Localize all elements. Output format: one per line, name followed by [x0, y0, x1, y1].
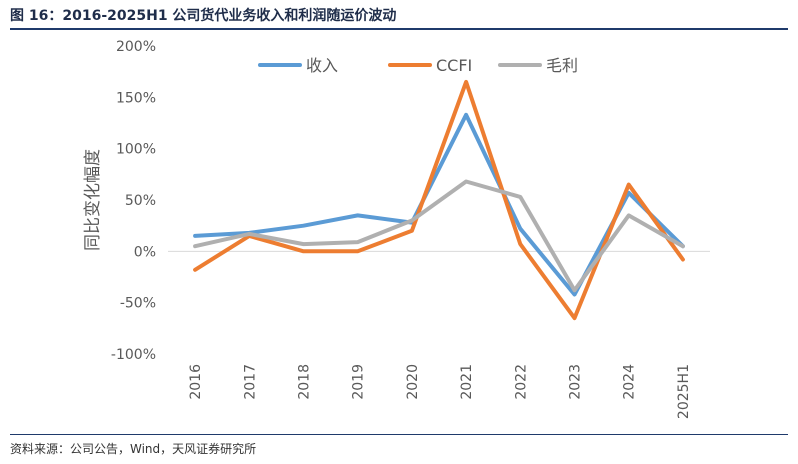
x-tick-label: 2020 [405, 364, 421, 400]
series-line-revenue [193, 112, 685, 297]
source-note: 资料来源：公司公告，Wind，天风证券研究所 [10, 442, 257, 456]
x-tick-label: 2019 [351, 364, 367, 400]
series-lines [193, 79, 685, 321]
source-rule [10, 434, 788, 435]
series-line-gross_profit [193, 179, 685, 293]
x-tick-label: 2018 [297, 364, 313, 400]
x-tick-label: 2016 [188, 364, 204, 400]
x-tick-label: 2023 [568, 364, 584, 400]
y-tick-label: -50% [120, 296, 156, 312]
legend-label-ccfi: CCFI [436, 56, 472, 75]
y-tick-label: 50% [125, 193, 156, 209]
line-chart: -100% -50% 0% 50% 100% 150% 200% 同比变化幅度 2016 2017… [83, 39, 710, 419]
legend-label-revenue: 收入 [306, 56, 338, 75]
y-tick-label: 100% [116, 142, 156, 158]
x-tick-label: 2024 [622, 364, 638, 400]
x-tick-label: 2021 [459, 364, 475, 400]
title-rule [10, 28, 788, 30]
x-tick-label: 2017 [242, 364, 258, 400]
legend-label-gross_profit: 毛利 [546, 56, 578, 75]
y-tick-label: 200% [116, 39, 156, 55]
figure-title: 图 16：2016-2025H1 公司货代业务收入和利润随运价波动 [10, 8, 397, 24]
y-tick-label: 0% [134, 244, 156, 260]
x-tick-label: 2022 [513, 364, 529, 400]
y-axis-title: 同比变化幅度 [83, 149, 103, 251]
y-tick-label: 150% [116, 90, 156, 106]
axes: -100% -50% 0% 50% 100% 150% 200% 同比变化幅度 2016 2017… [83, 39, 710, 419]
legend: 收入 CCFI 毛利 [258, 56, 578, 75]
y-tick-label: -100% [111, 347, 156, 363]
x-tick-label: 2025H1 [676, 364, 692, 419]
